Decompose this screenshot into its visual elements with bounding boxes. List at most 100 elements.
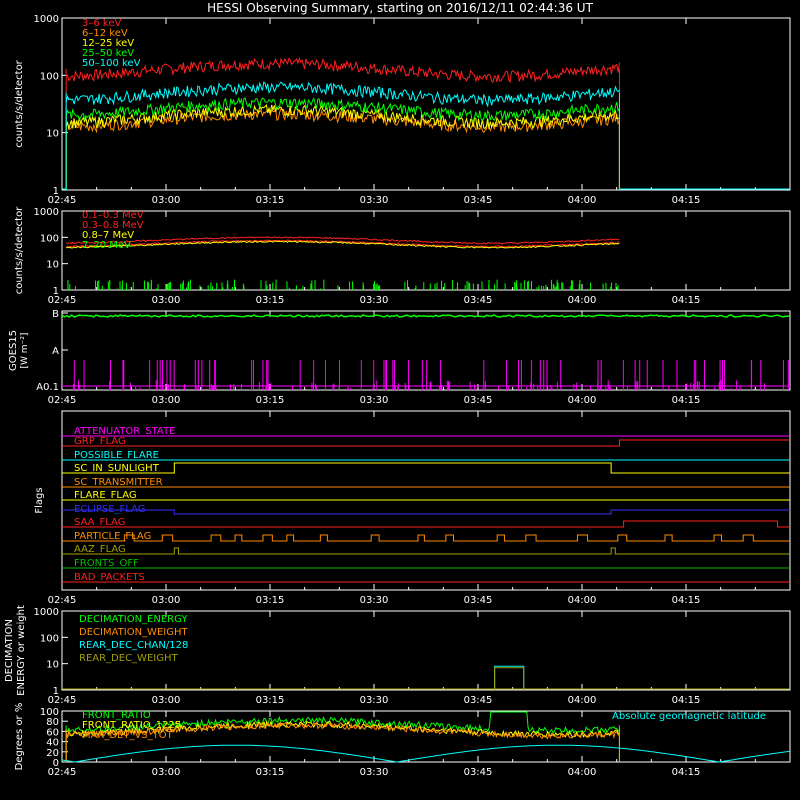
x-tick-label: 03:15: [256, 767, 285, 778]
flag-label: SAA_FLAG: [74, 517, 125, 528]
flag-line: [62, 462, 790, 474]
y-axis-label: DECIMATION: [4, 619, 15, 682]
y-axis-label: Flags: [34, 487, 45, 513]
x-tick-label: 04:15: [672, 295, 701, 306]
x-tick-label: 03:45: [464, 695, 493, 706]
flag-label: PARTICLE_FLAG: [74, 531, 151, 542]
x-tick-label: 04:00: [568, 395, 597, 406]
panel-5-frame: [61, 610, 791, 691]
y-tick-label: 10: [46, 660, 59, 671]
y-tick-label: 0: [53, 758, 59, 769]
legend-entry: REAR_DEC_WEIGHT: [79, 653, 178, 664]
x-tick-label: 03:30: [360, 195, 389, 206]
goes-long-line: [61, 314, 791, 318]
y-tick-label: 1: [53, 686, 59, 697]
series-line: [65, 103, 620, 131]
y-axis-label: Degrees or %: [14, 703, 25, 771]
y-tick-label: 1: [53, 286, 59, 297]
rear-dec-weight-line: [494, 667, 525, 690]
x-tick-label: 03:15: [256, 295, 285, 306]
x-tick-label: 03:45: [464, 767, 493, 778]
x-tick-label: 03:00: [152, 695, 181, 706]
legend-entry: 0.3–0.8 MeV: [82, 220, 144, 231]
series-line: [65, 236, 620, 245]
x-tick-label: 03:30: [360, 295, 389, 306]
y-tick-label: 1: [53, 186, 59, 197]
y-axis-label-2: ENERGY or weight: [16, 605, 27, 696]
flag-label: SC_IN_SUNLIGHT: [74, 463, 160, 474]
flag-label: POSSIBLE_FLARE: [74, 450, 159, 461]
x-tick-label: 04:15: [672, 195, 701, 206]
legend-entry: 50–100 keV: [82, 58, 141, 69]
y-axis-units: [W m⁻²]: [20, 333, 30, 369]
legend-entry: 0.8–7 MeV: [82, 230, 134, 241]
series-line: [66, 239, 620, 248]
flag-line: [62, 520, 790, 528]
legend-entry: 25–50 keV: [82, 48, 134, 59]
flag-label: FRONTS_OFF: [74, 558, 139, 569]
x-tick-label: 03:00: [152, 195, 181, 206]
y-tick-label: 100: [40, 233, 59, 244]
x-tick-label: 03:45: [464, 295, 493, 306]
y-tick-label: 10: [46, 260, 59, 271]
y-tick-label: 60: [46, 727, 59, 738]
y-axis-label: counts/s/detector: [14, 59, 25, 147]
x-tick-label: 03:30: [360, 595, 389, 606]
y-tick-label: 1000: [34, 607, 59, 618]
x-tick-label: 04:00: [568, 595, 597, 606]
x-tick-label: 04:15: [672, 695, 701, 706]
x-tick-label: 03:15: [256, 695, 285, 706]
flag-label: SC_TRANSMITTER: [74, 477, 163, 488]
flag-line: [62, 534, 790, 542]
x-tick-label: 03:15: [256, 195, 285, 206]
y-tick-label: 10: [46, 129, 59, 140]
legend-entry: REAR_DEC_CHAN/128: [79, 640, 188, 651]
y-tick-label: 20: [46, 748, 59, 759]
legend-entry: DECIMATION_ENERGY: [79, 614, 188, 625]
legend-entry: 6–12 keV: [82, 28, 128, 39]
y-tick-label: B: [52, 309, 59, 320]
legend-entry: FRONT_RATIO_1225: [82, 720, 181, 731]
legend-entry: 0.1–0.3 MeV: [82, 210, 144, 221]
flag-label: GRP_FLAG: [74, 436, 126, 447]
series-line: [65, 107, 620, 134]
y-tick-label: 1000: [34, 207, 59, 218]
series-line: [65, 240, 620, 249]
x-tick-label: 03:45: [464, 195, 493, 206]
x-tick-label: 02:45: [48, 195, 77, 206]
x-tick-label: 04:15: [672, 767, 701, 778]
x-tick-label: 03:00: [152, 295, 181, 306]
series-line: [65, 96, 620, 123]
flag-label: ATTENUATOR_STATE: [74, 426, 175, 437]
x-tick-label: 02:45: [48, 595, 77, 606]
series-line: [65, 57, 620, 84]
series-line: [65, 81, 620, 108]
x-tick-label: 04:00: [568, 295, 597, 306]
rear-dec-chan-line: [494, 665, 525, 690]
legend-entry: FRONT_RATIO: [82, 710, 151, 721]
y-axis-label: counts/s/detector: [14, 206, 25, 294]
y-tick-label: 80: [46, 717, 59, 728]
x-tick-label: 03:30: [360, 695, 389, 706]
x-tick-label: 04:00: [568, 695, 597, 706]
x-tick-label: 03:15: [256, 395, 285, 406]
panel-1-frame: [61, 17, 791, 191]
x-tick-label: 04:15: [672, 595, 701, 606]
legend-entry: 3–6 keV: [82, 18, 121, 29]
flag-line: [62, 439, 790, 447]
x-tick-label: 03:00: [152, 595, 181, 606]
x-tick-label: 04:00: [568, 195, 597, 206]
x-tick-label: 02:45: [48, 767, 77, 778]
y-axis-label: GOES15: [8, 330, 19, 371]
y-tick-label: 1000: [34, 14, 59, 25]
panel-2-frame: [61, 210, 791, 291]
y-tick-label: A0.1: [36, 382, 59, 393]
chart-title: HESSI Observing Summary, starting on 201…: [207, 1, 593, 15]
x-tick-label: 03:30: [360, 767, 389, 778]
flag-line: [62, 547, 790, 555]
flag-label: FLARE_FLAG: [74, 490, 137, 501]
y-tick-label: A: [52, 346, 59, 357]
legend-entry: 12–25 keV: [82, 38, 134, 49]
series-line: [65, 721, 620, 740]
panel-6-frame: [61, 710, 791, 763]
